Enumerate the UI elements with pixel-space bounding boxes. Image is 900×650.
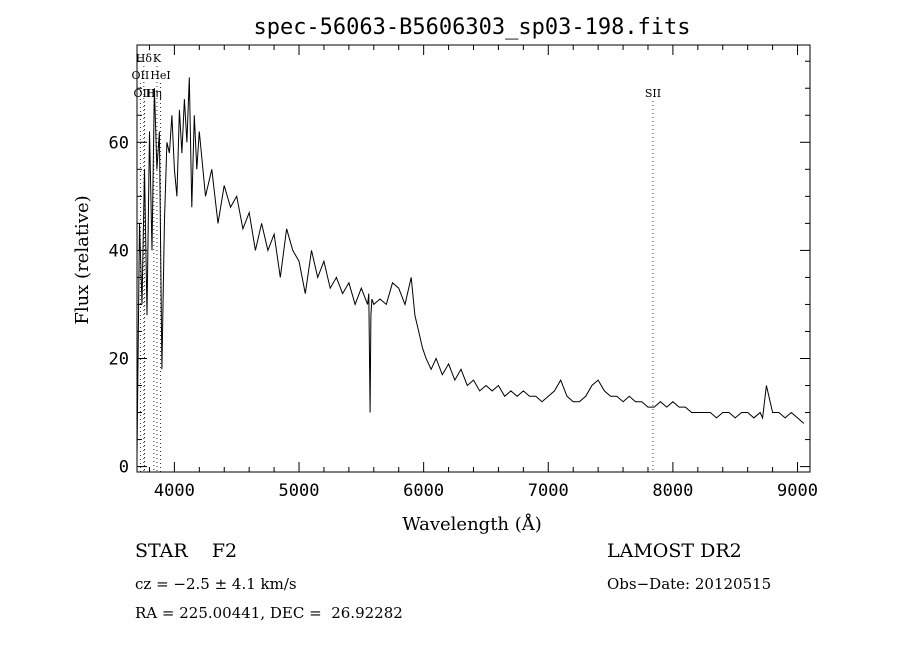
coordinates: RA = 225.00441, DEC = 26.92282: [135, 604, 403, 622]
x-tick-label: 5000: [279, 481, 320, 501]
x-tick-label: 4000: [154, 481, 195, 501]
survey-name: LAMOST DR2: [607, 540, 742, 562]
observation-date: Obs−Date: 20120515: [607, 575, 772, 593]
line-marker-label: SII: [645, 87, 661, 100]
x-tick-label: 9000: [777, 481, 818, 501]
line-marker-label: HeI: [150, 69, 170, 82]
x-tick-label: 7000: [528, 481, 569, 501]
x-tick-label: 8000: [652, 481, 693, 501]
line-marker-label: K: [153, 52, 162, 65]
spectrum-line: [136, 77, 805, 456]
line-marker-label: OIII: [133, 87, 155, 100]
y-tick-label: 20: [109, 349, 129, 369]
y-tick-label: 0: [119, 458, 129, 478]
y-tick-label: 60: [109, 133, 129, 153]
line-marker-label: OII: [132, 69, 150, 82]
x-tick-label: 6000: [403, 481, 444, 501]
y-axis-label: Flux (relative): [72, 195, 93, 324]
object-class: STAR F2: [135, 540, 238, 562]
redshift-velocity: cz = −2.5 ± 4.1 km/s: [135, 575, 297, 593]
plot-frame: [136, 44, 811, 473]
chart-title: spec-56063-B5606303_sp03-198.fits: [253, 15, 690, 40]
y-tick-label: 40: [109, 241, 129, 261]
line-marker-label: Hδ: [136, 52, 153, 65]
x-axis-label: Wavelength (Å): [402, 513, 542, 535]
